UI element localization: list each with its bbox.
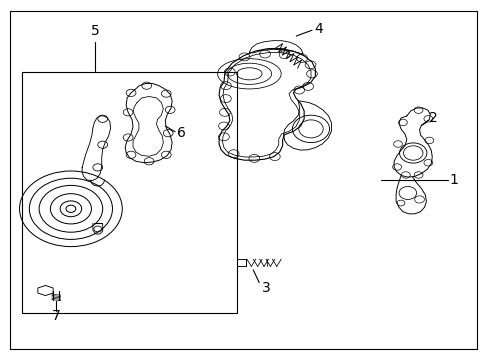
- Text: 5: 5: [91, 24, 100, 38]
- Text: 2: 2: [428, 111, 437, 125]
- Text: 6: 6: [177, 126, 185, 140]
- Text: 1: 1: [449, 173, 458, 187]
- Text: 3: 3: [262, 281, 270, 295]
- Text: 7: 7: [52, 309, 61, 323]
- Bar: [236, 259, 246, 266]
- Text: 4: 4: [313, 22, 322, 36]
- Bar: [22, 72, 237, 313]
